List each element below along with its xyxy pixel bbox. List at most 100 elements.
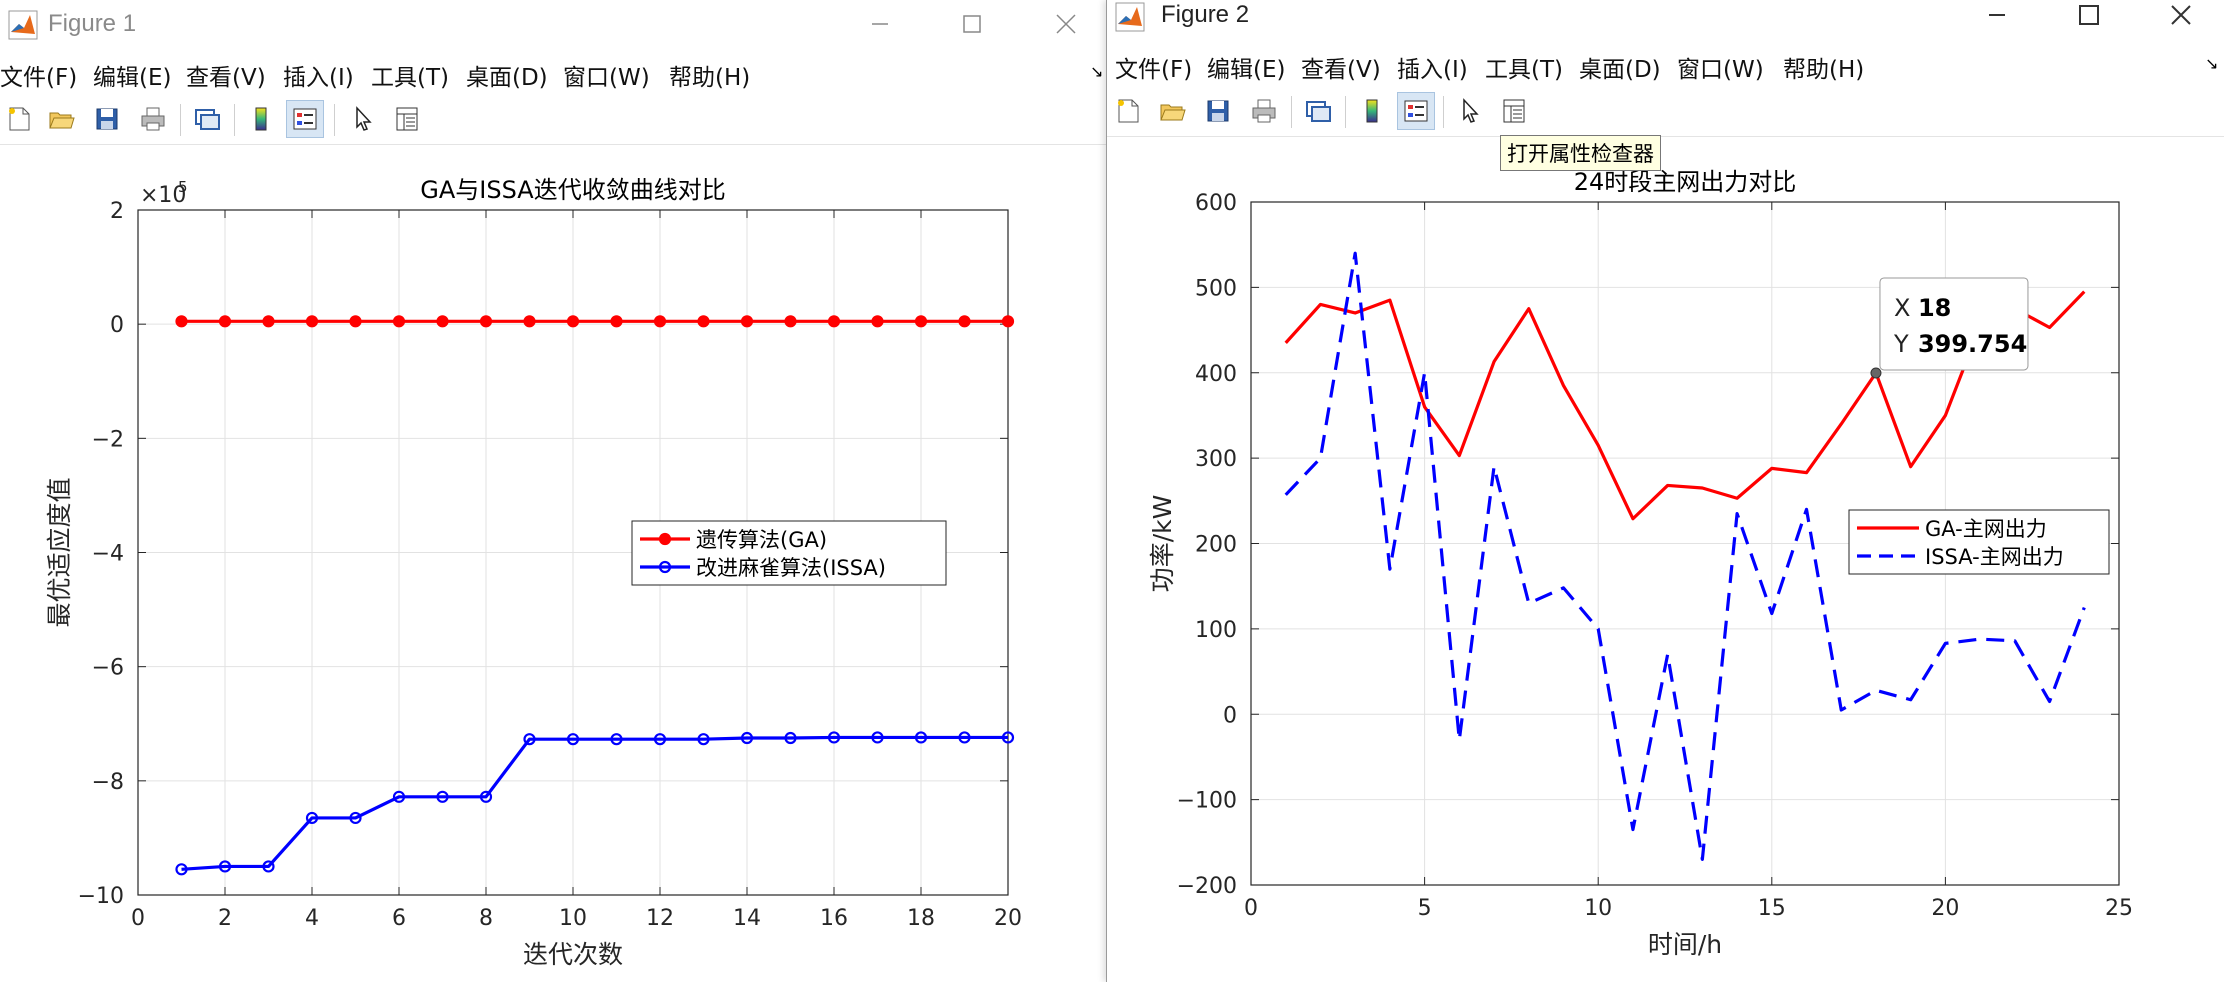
maximize-icon xyxy=(963,15,981,33)
data-point-2 xyxy=(914,731,928,744)
property-inspector-icon[interactable] xyxy=(388,100,426,138)
menu-edit[interactable]: 编辑(E) xyxy=(1207,57,1286,83)
datatip-x-label: X xyxy=(1894,294,1910,322)
new-figure-icon[interactable] xyxy=(1109,92,1147,130)
y-tick-label: −8 xyxy=(92,770,124,795)
menu-bar: 文件(F) 编辑(E) 查看(V) 插入(I) 工具(T) 桌面(D) 窗口(W… xyxy=(1107,44,2224,84)
y-tick-label: 400 xyxy=(1195,362,1237,387)
maximize-icon xyxy=(2079,5,2099,25)
maximize-button[interactable] xyxy=(940,0,1004,48)
menu-file[interactable]: 文件(F) xyxy=(1115,57,1193,83)
x-tick-label: 5 xyxy=(1418,896,1432,921)
x-tick-label: 0 xyxy=(1244,896,1258,921)
menu-help[interactable]: 帮助(H) xyxy=(1783,57,1865,83)
data-point-2 xyxy=(958,731,971,744)
insert-legend-icon[interactable] xyxy=(286,100,324,138)
menu-view[interactable]: 查看(V) xyxy=(186,65,266,91)
menu-help[interactable]: 帮助(H) xyxy=(669,65,751,91)
y-tick-label: 300 xyxy=(1195,447,1237,472)
data-point-2 xyxy=(305,811,319,825)
menu-view[interactable]: 查看(V) xyxy=(1301,57,1381,83)
menu-edit[interactable]: 编辑(E) xyxy=(93,65,172,91)
close-icon xyxy=(2171,5,2191,25)
x-tick-label: 16 xyxy=(820,906,848,931)
menu-window[interactable]: 窗口(W) xyxy=(1677,57,1764,83)
y-axis-label: 最优适应度值 xyxy=(45,477,74,627)
axis-exponent-multiplier: ×10 xyxy=(140,183,186,208)
print-icon[interactable] xyxy=(1245,92,1283,130)
menu-overflow-icon[interactable]: ↘ xyxy=(1090,62,1104,81)
print-icon[interactable] xyxy=(134,100,172,138)
save-icon[interactable] xyxy=(88,100,126,138)
menu-overflow-icon[interactable]: ↘ xyxy=(2205,54,2219,73)
series-line-1 xyxy=(1284,290,2086,521)
menu-tools[interactable]: 工具(T) xyxy=(371,65,449,91)
edit-plot-icon[interactable] xyxy=(1451,92,1489,130)
edit-plot-icon[interactable] xyxy=(344,100,382,138)
data-point-2 xyxy=(653,733,667,746)
insert-colorbar-icon[interactable] xyxy=(242,100,280,138)
open-file-icon[interactable] xyxy=(1153,92,1191,130)
x-tick-label: 20 xyxy=(994,906,1022,931)
data-point-2 xyxy=(610,733,623,746)
x-axis-label: 时间/h xyxy=(1648,930,1722,959)
figure-1-window: Figure 1 文件(F) 编辑(E) 查看(V) 插入(I) 工具(T) 桌… xyxy=(0,0,1106,982)
open-file-icon[interactable] xyxy=(42,100,80,138)
y-tick-label: 600 xyxy=(1195,191,1237,216)
y-tick-label: −10 xyxy=(78,884,124,909)
y-tick-label: −2 xyxy=(92,427,124,452)
close-button[interactable] xyxy=(1034,0,1098,48)
save-icon[interactable] xyxy=(1199,92,1237,130)
y-tick-label: −6 xyxy=(92,656,124,681)
tooltip-open-property-inspector: 打开属性检查器 xyxy=(1500,135,1661,171)
minimize-icon xyxy=(1989,14,2005,16)
menu-desktop[interactable]: 桌面(D) xyxy=(466,65,548,91)
legend-marker-1 xyxy=(658,532,672,546)
y-tick-label: 0 xyxy=(1223,703,1237,728)
data-point-2 xyxy=(349,811,362,825)
title-bar[interactable]: Figure 2 xyxy=(1107,0,2224,40)
data-point-1 xyxy=(610,315,623,328)
data-point-1 xyxy=(784,315,797,328)
data-point-2 xyxy=(436,790,449,803)
insert-legend-icon[interactable] xyxy=(1397,92,1435,130)
close-button[interactable] xyxy=(2149,0,2213,30)
link-plot-icon[interactable] xyxy=(188,100,226,138)
y-tick-label: −4 xyxy=(92,542,124,567)
y-tick-label: 200 xyxy=(1195,533,1237,558)
legend-label-1: GA-主网出力 xyxy=(1925,517,2047,541)
y-tick-label: 500 xyxy=(1195,276,1237,301)
link-plot-icon[interactable] xyxy=(1299,92,1337,130)
menu-bar: 文件(F) 编辑(E) 查看(V) 插入(I) 工具(T) 桌面(D) 窗口(W… xyxy=(0,52,1106,92)
minimize-button[interactable] xyxy=(848,0,912,48)
x-tick-label: 15 xyxy=(1758,896,1786,921)
y-axis-label: 功率/kW xyxy=(1148,495,1177,593)
data-point-2 xyxy=(784,731,797,745)
data-point-1 xyxy=(958,315,971,328)
legend-label-1: 遗传算法(GA) xyxy=(696,528,827,552)
property-inspector-icon[interactable] xyxy=(1495,92,1533,130)
menu-insert[interactable]: 插入(I) xyxy=(1397,57,1468,83)
title-bar[interactable]: Figure 1 xyxy=(0,0,1106,50)
figure-2-window: Figure 2 文件(F) 编辑(E) 查看(V) 插入(I) 工具(T) 桌… xyxy=(1106,0,2224,982)
data-point-2 xyxy=(392,790,406,803)
data-point-1 xyxy=(392,315,406,328)
data-point-1 xyxy=(305,315,319,328)
menu-desktop[interactable]: 桌面(D) xyxy=(1579,57,1661,83)
x-tick-label: 18 xyxy=(907,906,935,931)
insert-colorbar-icon[interactable] xyxy=(1353,92,1391,130)
maximize-button[interactable] xyxy=(2057,0,2121,30)
grid-output-chart: 0 5 10 15 20 25 600 500 400 300 200 100 0 −100 −200 24时… xyxy=(1148,168,2133,959)
figure-toolbar xyxy=(1107,86,2224,137)
menu-insert[interactable]: 插入(I) xyxy=(283,65,354,91)
menu-window[interactable]: 窗口(W) xyxy=(563,65,650,91)
minimize-button[interactable] xyxy=(1965,0,2029,30)
y-tick-label: −200 xyxy=(1177,874,1237,899)
menu-file[interactable]: 文件(F) xyxy=(0,65,78,91)
axis-exponent-power: 5 xyxy=(178,178,188,196)
new-figure-icon[interactable] xyxy=(0,100,38,138)
x-tick-label: 8 xyxy=(479,906,493,931)
data-point-1 xyxy=(523,315,536,328)
menu-tools[interactable]: 工具(T) xyxy=(1485,57,1563,83)
y-tick-label: 2 xyxy=(110,199,124,224)
